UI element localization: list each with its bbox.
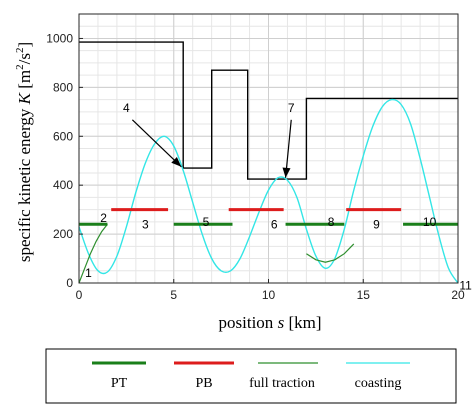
y-tick-label: 0 — [66, 276, 73, 290]
arrow-head — [171, 157, 182, 167]
legend: PT PB full traction coasting — [45, 348, 457, 404]
coasting-curve — [78, 98, 459, 284]
y-tick-label: 400 — [53, 178, 73, 192]
speed-limit-line — [79, 41, 458, 180]
legend-label-full-traction: full traction — [249, 376, 315, 391]
x-tick-label: 10 — [262, 288, 276, 302]
x-axis-label: position s [km] — [219, 313, 322, 332]
x-tick-label: 5 — [170, 288, 177, 302]
segment-number-label: 1 — [85, 266, 92, 280]
segment-number-label: 2 — [100, 211, 107, 225]
legend-box — [45, 348, 457, 404]
segment-number-label: 6 — [271, 217, 278, 231]
full-traction-curve — [78, 223, 108, 284]
arrow-head — [282, 167, 291, 178]
legend-label-pb: PB — [195, 376, 212, 391]
segment-number-label: 11 — [459, 278, 472, 292]
series-layer — [78, 41, 459, 284]
grid-lines — [78, 13, 459, 284]
arrow-line — [131, 119, 182, 168]
x-tick-label: 15 — [357, 288, 371, 302]
segment-number-label: 3 — [142, 217, 149, 231]
segment-number-label: 5 — [203, 215, 210, 229]
y-axis-label: specific kinetic energy K [m2/s2] — [14, 42, 34, 262]
x-tick-label: 0 — [76, 288, 83, 302]
y-tick-label: 1000 — [46, 31, 73, 45]
full-traction-curve — [306, 243, 355, 263]
arrow-number-label: 7 — [288, 101, 295, 115]
x-tick-label: 20 — [451, 288, 465, 302]
segment-number-label: 10 — [423, 215, 437, 229]
legend-label-pt: PT — [111, 376, 128, 391]
y-tick-label: 200 — [53, 227, 73, 241]
segment-number-label: 9 — [373, 217, 380, 231]
segment-number-label: 8 — [328, 215, 335, 229]
annotation-layer: 1 2 3 5 6 8 9 10 11 4 7 — [85, 101, 472, 293]
legend-label-coasting: coasting — [355, 376, 402, 391]
y-tick-label: 800 — [53, 80, 73, 94]
arrow-number-label: 4 — [123, 101, 130, 115]
y-tick-label: 600 — [53, 129, 73, 143]
